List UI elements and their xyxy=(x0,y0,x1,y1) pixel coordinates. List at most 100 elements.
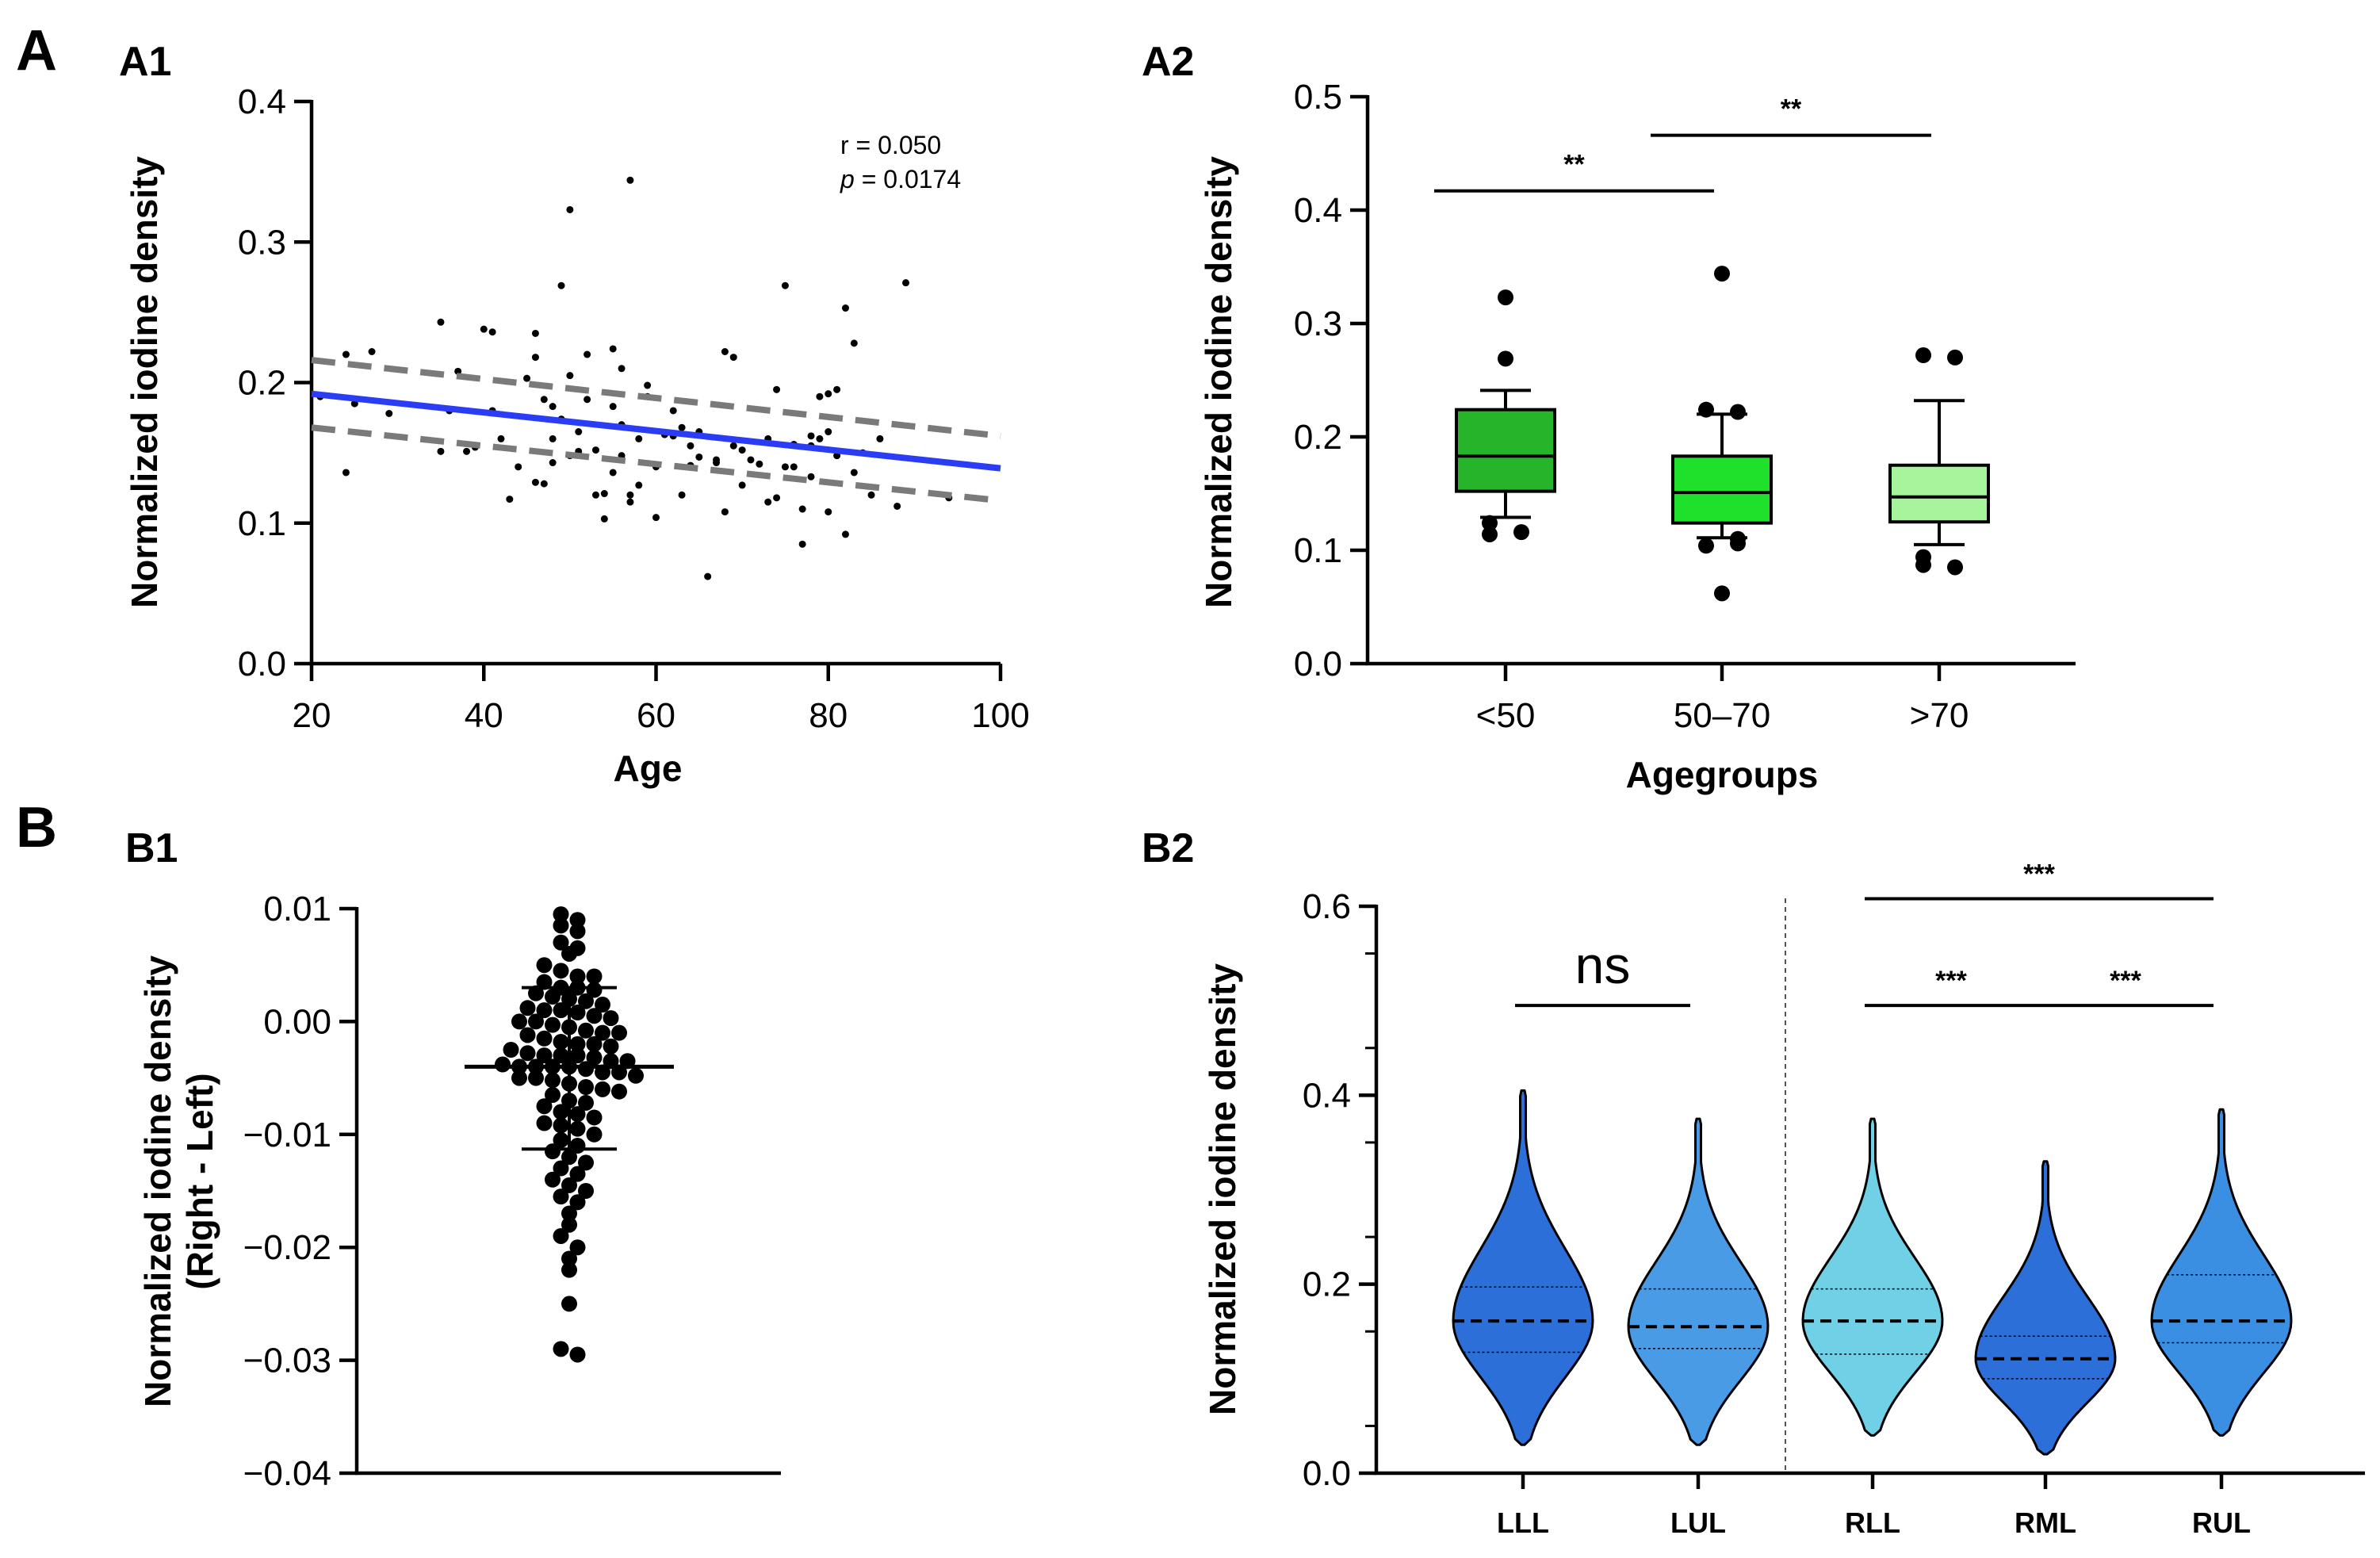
a2-significance-label: ** xyxy=(1781,94,1802,124)
b1-data-point xyxy=(561,1261,577,1278)
b1-data-point xyxy=(495,1056,511,1073)
a1-data-point xyxy=(747,456,755,464)
b1-ytick-label: −0.03 xyxy=(243,1342,331,1380)
a2-ytick-label: 0.0 xyxy=(1294,645,1342,683)
a1-ytick-label: 0.0 xyxy=(238,645,286,683)
a1-data-point xyxy=(704,572,712,580)
a1-data-point xyxy=(773,385,781,393)
a2-xtick-label: >70 xyxy=(1910,696,1969,735)
a1-data-point xyxy=(825,428,832,436)
b2-violin xyxy=(2150,1108,2293,1437)
a1-data-point xyxy=(626,176,634,184)
a1-data-point xyxy=(463,447,471,455)
a2-outlier-point xyxy=(1915,557,1931,573)
chart-b1: Normalized iodine density (Right - Left)… xyxy=(137,890,781,1493)
a2-outlier-point xyxy=(1698,401,1714,418)
a1-data-point xyxy=(368,348,376,356)
a2-outlier-point xyxy=(1714,585,1730,602)
a1-data-point xyxy=(566,205,574,213)
a1-data-point xyxy=(816,392,824,400)
a2-ytick-label: 0.5 xyxy=(1294,78,1342,117)
a1-data-point xyxy=(591,491,599,499)
b1-data-point xyxy=(586,968,603,985)
a2-outlier-point xyxy=(1947,559,1963,576)
b1-ytick-label: 0.01 xyxy=(263,890,331,928)
b1-data-point xyxy=(553,906,569,923)
a2-outlier-point xyxy=(1714,266,1730,282)
b1-data-point xyxy=(561,1205,577,1222)
b2-violin xyxy=(1627,1117,1770,1446)
b1-data-point xyxy=(553,917,569,934)
a2-outlier-point xyxy=(1915,347,1931,364)
a1-data-point xyxy=(756,460,763,468)
a1-ytick-label: 0.2 xyxy=(238,364,286,403)
a1-data-point xyxy=(609,345,617,353)
b1-data-point xyxy=(569,1005,586,1021)
b1-data-point xyxy=(569,1239,586,1256)
a2-xtick-label: 50–70 xyxy=(1674,696,1770,735)
a1-data-point xyxy=(618,365,626,373)
a1-data-point xyxy=(738,481,746,489)
panel-label-b1: B1 xyxy=(125,825,178,871)
a1-data-point xyxy=(902,279,910,287)
b1-data-point xyxy=(586,1126,603,1143)
b1-data-point xyxy=(553,1341,569,1357)
b1-data-point xyxy=(586,1109,603,1126)
a1-data-point xyxy=(549,434,557,442)
b1-data-point xyxy=(586,1035,603,1052)
a1-data-point xyxy=(540,396,548,404)
b2-violin xyxy=(1801,1117,1944,1437)
a1-data-point xyxy=(729,354,737,362)
a1-data-point xyxy=(738,446,746,454)
a1-data-point xyxy=(687,442,694,450)
b1-data-point xyxy=(569,912,586,928)
b1-data-point xyxy=(545,989,561,1005)
b1-ytick-label: −0.04 xyxy=(243,1454,331,1493)
b1-data-point xyxy=(545,1086,561,1103)
a2-ytick-label: 0.2 xyxy=(1294,418,1342,457)
a2-significance-label: ** xyxy=(1563,150,1585,180)
a1-data-point xyxy=(893,502,901,510)
b1-data-point xyxy=(561,1296,577,1312)
b1-ytick-label: −0.02 xyxy=(243,1228,331,1267)
a1-data-point xyxy=(531,329,539,337)
a1-data-point xyxy=(635,481,643,489)
b1-data-point xyxy=(553,1104,569,1120)
b1-data-point xyxy=(528,1013,544,1030)
b1-ytick-label: −0.01 xyxy=(243,1116,331,1154)
b2-violin xyxy=(1452,1089,1594,1446)
b2-significance-label: *** xyxy=(2110,966,2141,996)
b1-data-point xyxy=(578,1078,594,1095)
a1-data-point xyxy=(867,491,875,499)
a1-ytick-label: 0.4 xyxy=(238,82,286,121)
panel-label-a: A xyxy=(16,19,57,82)
chart-b2: Normalized iodine density 0.0 0.2 0.4 0.6 LL… xyxy=(1202,859,2365,1539)
a1-data-point xyxy=(454,367,462,375)
b2-ytick-label: 0.0 xyxy=(1303,1454,1351,1493)
b1-data-point xyxy=(553,1047,569,1064)
a1-ci-lower xyxy=(311,424,1001,504)
a1-data-point xyxy=(584,350,591,358)
b2-ytick-label: 0.6 xyxy=(1303,887,1351,926)
panel-label-b: B xyxy=(16,796,57,859)
a1-xtick-label: 40 xyxy=(465,696,503,735)
b1-data-point xyxy=(569,1035,586,1052)
a1-data-point xyxy=(807,432,815,440)
b1-data-point xyxy=(553,1160,569,1177)
b1-data-point xyxy=(536,957,553,974)
a1-data-point xyxy=(773,494,781,502)
a1-data-point xyxy=(652,514,660,522)
a2-box xyxy=(1455,408,1556,493)
b1-ylabel-line2: (Right - Left) xyxy=(179,1073,220,1289)
b1-data-point xyxy=(569,1106,586,1123)
a1-data-point xyxy=(678,423,686,431)
a2-xtick-label: <50 xyxy=(1476,696,1536,735)
panel-label-b2: B2 xyxy=(1142,825,1194,871)
b1-data-point xyxy=(536,1047,553,1064)
b1-data-point xyxy=(545,1171,561,1188)
panel-label-a2: A2 xyxy=(1142,39,1194,85)
b1-data-point xyxy=(569,923,586,940)
a1-data-point xyxy=(342,350,350,358)
b1-data-point xyxy=(561,1149,577,1166)
a2-ytick-label: 0.4 xyxy=(1294,191,1342,230)
